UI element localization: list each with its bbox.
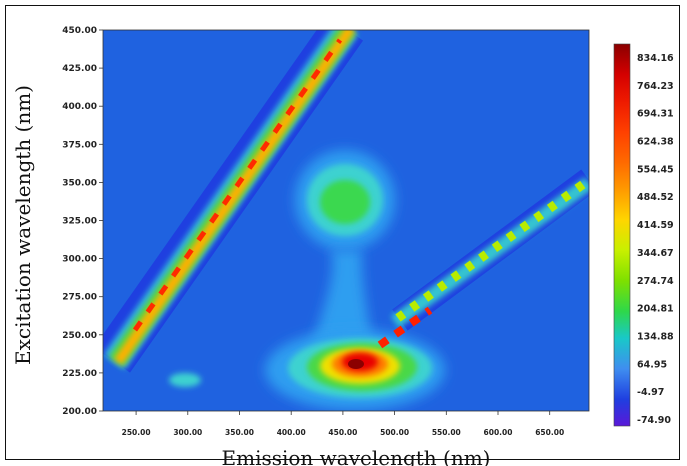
colorbar-tick-label: 64.95 xyxy=(637,359,667,370)
x-tick-label: 550.00 xyxy=(432,428,461,437)
colorbar-tick-label: 414.59 xyxy=(637,220,674,231)
colorbar xyxy=(613,43,631,427)
minor-blob xyxy=(169,373,201,387)
x-tick-label: 350.00 xyxy=(225,428,254,437)
x-axis-label: Emission wavelength (nm) xyxy=(222,446,491,466)
y-tick-label: 325.00 xyxy=(62,217,97,227)
colorbar-tick-label: 554.45 xyxy=(637,164,674,175)
rayleigh-band-core xyxy=(132,38,343,332)
x-tick-label: 650.00 xyxy=(535,428,564,437)
y-tick-label: 375.00 xyxy=(62,140,97,150)
y-axis-ticks: 450.00 425.00 400.00 375.00 350.00 325.00 300.… xyxy=(62,26,103,417)
second-order-dots xyxy=(395,176,589,322)
colorbar-tick-label: 204.81 xyxy=(637,304,674,315)
peak-c-core xyxy=(320,180,370,224)
colorbar-tick-label: 694.31 xyxy=(637,109,674,120)
colorbar-tick-label: -4.97 xyxy=(637,387,664,398)
y-tick-label: 275.00 xyxy=(62,293,97,303)
y-tick-label: 350.00 xyxy=(62,178,97,188)
y-tick-label: 300.00 xyxy=(62,255,97,265)
y-tick-label: 400.00 xyxy=(62,102,97,112)
x-tick-label: 500.00 xyxy=(380,428,409,437)
colorbar-tick-label: 274.74 xyxy=(637,276,674,287)
x-axis-ticks: 250.00 300.00 350.00 400.00 450.00 500.00 550.… xyxy=(122,411,564,437)
x-tick-label: 300.00 xyxy=(173,428,202,437)
y-tick-label: 225.00 xyxy=(62,369,97,379)
colorbar-tick-label: 344.67 xyxy=(637,248,674,259)
colorbar-tick-label: -74.90 xyxy=(637,415,671,426)
colorbar-tick-label: 484.52 xyxy=(637,192,674,203)
x-tick-label: 400.00 xyxy=(277,428,306,437)
y-tick-label: 450.00 xyxy=(62,26,97,36)
y-axis-label: Excitation wavelength (nm) xyxy=(11,85,35,365)
peak-a-core xyxy=(348,359,364,369)
colorbar-tick-label: 834.16 xyxy=(637,53,674,64)
y-tick-label: 425.00 xyxy=(62,64,97,74)
y-tick-label: 250.00 xyxy=(62,331,97,341)
colorbar-ticks: 834.16 764.23 694.31 624.38 554.45 484.52 414.… xyxy=(637,53,674,426)
colorbar-tick-label: 134.88 xyxy=(637,331,674,342)
y-tick-label: 200.00 xyxy=(62,407,97,417)
x-tick-label: 450.00 xyxy=(328,428,357,437)
x-tick-label: 250.00 xyxy=(122,428,151,437)
colorbar-tick-label: 624.38 xyxy=(637,137,674,148)
contour-layers xyxy=(103,30,589,410)
rayleigh-band-inner xyxy=(113,30,356,365)
colorbar-tick-label: 764.23 xyxy=(637,81,674,92)
x-tick-label: 600.00 xyxy=(484,428,513,437)
